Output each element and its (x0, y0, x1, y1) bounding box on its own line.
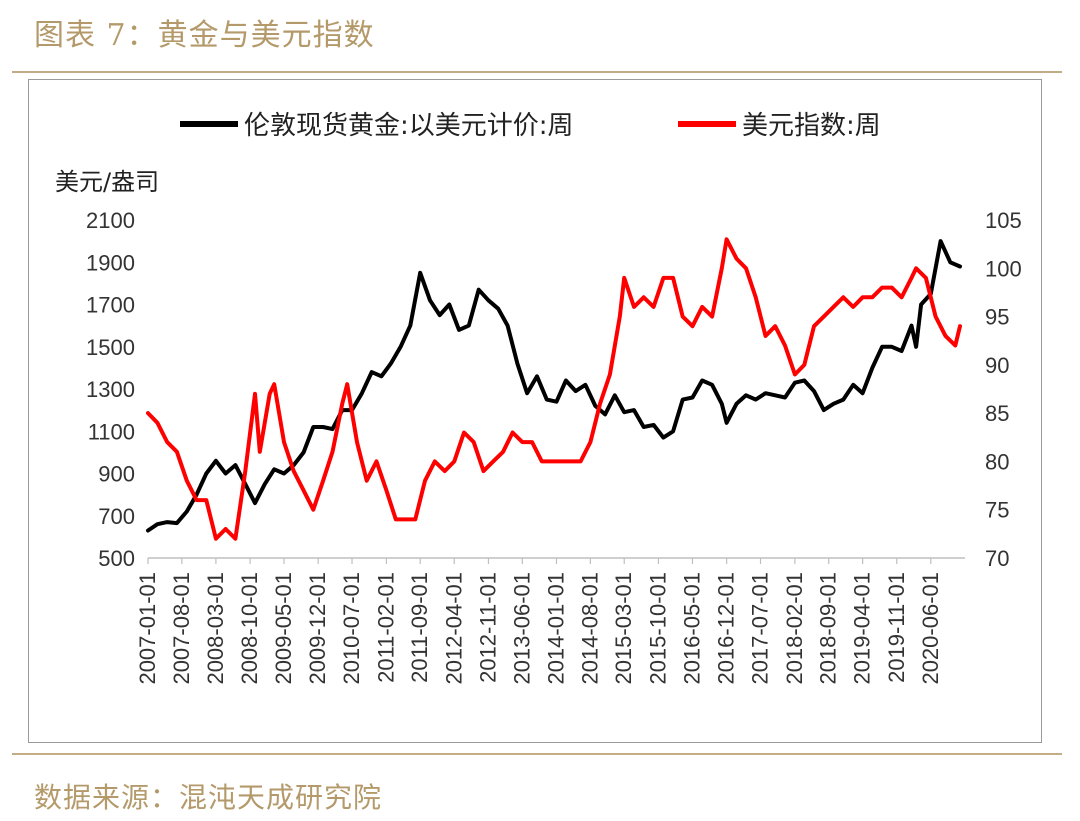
x-tick-label: 2015-03-01 (611, 572, 636, 685)
x-tick-label: 2019-04-01 (850, 572, 875, 685)
series-layer (146, 237, 962, 541)
x-tick-label: 2019-11-01 (884, 572, 909, 683)
legend-label-dxy: 美元指数:周 (742, 111, 881, 141)
x-tick-label: 2011-02-01 (373, 572, 398, 683)
left-tick-label: 900 (98, 462, 135, 487)
x-tick-label: 2008-10-01 (237, 572, 262, 685)
legend-label-gold: 伦敦现货黄金:以美元计价:周 (244, 111, 574, 141)
x-tick-label: 2014-08-01 (577, 572, 602, 685)
left-tick-label: 1500 (86, 335, 135, 360)
figure-title: 图表 7：黄金与美元指数 (34, 18, 375, 53)
right-tick-label: 90 (985, 353, 1009, 378)
x-tick-label: 2008-03-01 (203, 572, 228, 685)
left-tick-label: 1700 (86, 293, 135, 318)
x-tick-label: 2007-01-01 (135, 572, 160, 685)
x-tick-label: 2016-12-01 (714, 572, 739, 685)
series-line-dollar-index (146, 237, 962, 541)
x-tick-label: 2020-06-01 (918, 572, 943, 685)
x-tick-label: 2010-07-01 (339, 572, 364, 685)
right-tick-label: 105 (985, 208, 1022, 233)
right-axis-ticks: 105 100 95 90 85 80 75 70 (985, 208, 1022, 571)
series-line-gold (146, 239, 962, 533)
source-note: 数据来源：混沌天成研究院 (34, 781, 383, 814)
left-tick-label: 1300 (86, 377, 135, 402)
right-tick-label: 95 (985, 305, 1009, 330)
x-tick-label: 2018-09-01 (816, 572, 841, 685)
x-tick-label: 2012-11-01 (475, 572, 500, 683)
left-tick-label: 700 (98, 504, 135, 529)
x-tick-label: 2017-07-01 (748, 572, 773, 685)
x-axis-ticks: 2007-01-01 2007-08-01 2008-03-01 2008-10-01… (135, 558, 943, 685)
x-tick-label: 2009-05-01 (271, 572, 296, 685)
x-tick-label: 2015-10-01 (645, 572, 670, 685)
left-tick-label: 500 (98, 546, 135, 571)
right-tick-label: 85 (985, 401, 1009, 426)
x-tick-label: 2009-12-01 (305, 572, 330, 685)
x-tick-label: 2016-05-01 (679, 572, 704, 685)
x-tick-label: 2014-01-01 (544, 572, 569, 685)
x-tick-label: 2013-06-01 (509, 572, 534, 685)
legend: 伦敦现货黄金:以美元计价:周 美元指数:周 (180, 111, 881, 141)
right-tick-label: 80 (985, 449, 1009, 474)
right-tick-label: 100 (985, 256, 1022, 281)
x-tick-label: 2007-08-01 (169, 572, 194, 685)
left-axis-unit-label: 美元/盎司 (55, 168, 159, 196)
x-tick-label: 2012-04-01 (441, 572, 466, 685)
bottom-rule (12, 753, 1062, 755)
chart-frame (28, 79, 1042, 743)
left-tick-label: 1900 (86, 250, 135, 275)
right-tick-label: 70 (985, 546, 1009, 571)
x-tick-label: 2018-02-01 (782, 572, 807, 685)
left-tick-label: 2100 (86, 208, 135, 233)
left-axis-ticks: 2100 1900 1700 1500 1300 1100 900 700 500 (86, 208, 135, 571)
top-rule (12, 71, 1062, 73)
right-tick-label: 75 (985, 498, 1009, 523)
x-tick-label: 2011-09-01 (407, 572, 432, 683)
left-tick-label: 1100 (88, 419, 135, 444)
